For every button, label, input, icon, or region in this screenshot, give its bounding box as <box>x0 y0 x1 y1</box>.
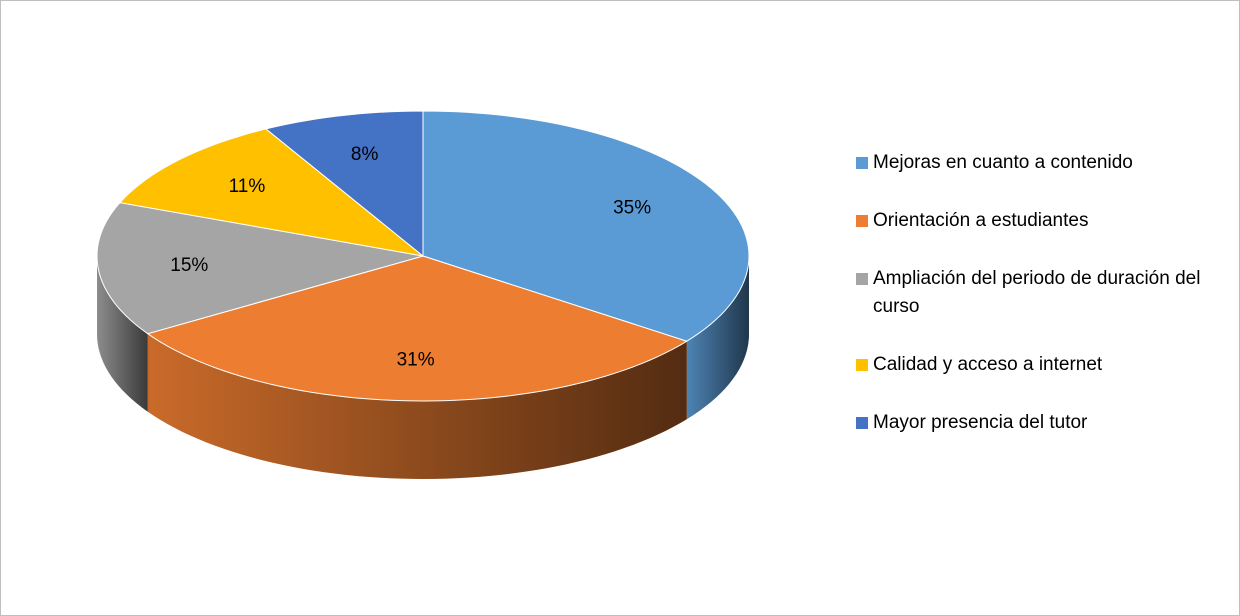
legend-item: Orientación a estudiantes <box>856 207 1216 235</box>
pie-slice <box>146 255 688 402</box>
legend-swatch <box>856 273 868 285</box>
legend-swatch <box>856 417 868 429</box>
legend-item: Ampliación del periodo de duración del c… <box>856 265 1216 321</box>
legend-label: Ampliación del periodo de duración del c… <box>873 268 1201 317</box>
data-label: 11% <box>229 176 266 197</box>
pie-side-shade <box>686 256 749 420</box>
legend-item: Mejoras en cuanto a contenido <box>856 149 1216 177</box>
data-label: 15% <box>170 255 208 276</box>
legend-swatch <box>856 157 868 169</box>
legend-swatch <box>856 359 868 371</box>
data-label: 35% <box>613 198 651 219</box>
legend-label: Calidad y acceso a internet <box>873 354 1103 375</box>
pie-slice <box>422 110 750 342</box>
data-label: 31% <box>397 349 435 370</box>
pie-side-shade <box>147 333 687 479</box>
legend-label: Orientación a estudiantes <box>873 210 1089 231</box>
legend-item: Calidad y acceso a internet <box>856 351 1216 379</box>
pie-slice <box>118 128 425 257</box>
pie-side-shade <box>97 256 148 412</box>
pie-slice <box>264 110 424 258</box>
legend-label: Mayor presencia del tutor <box>873 412 1088 433</box>
legend-swatch <box>856 215 868 227</box>
data-label: 8% <box>351 144 379 165</box>
legend-item: Mayor presencia del tutor <box>856 409 1216 437</box>
legend: Mejoras en cuanto a contenido Orientación… <box>856 149 1216 437</box>
legend-label: Mejoras en cuanto a contenido <box>873 152 1133 173</box>
pie-slice <box>96 202 424 335</box>
